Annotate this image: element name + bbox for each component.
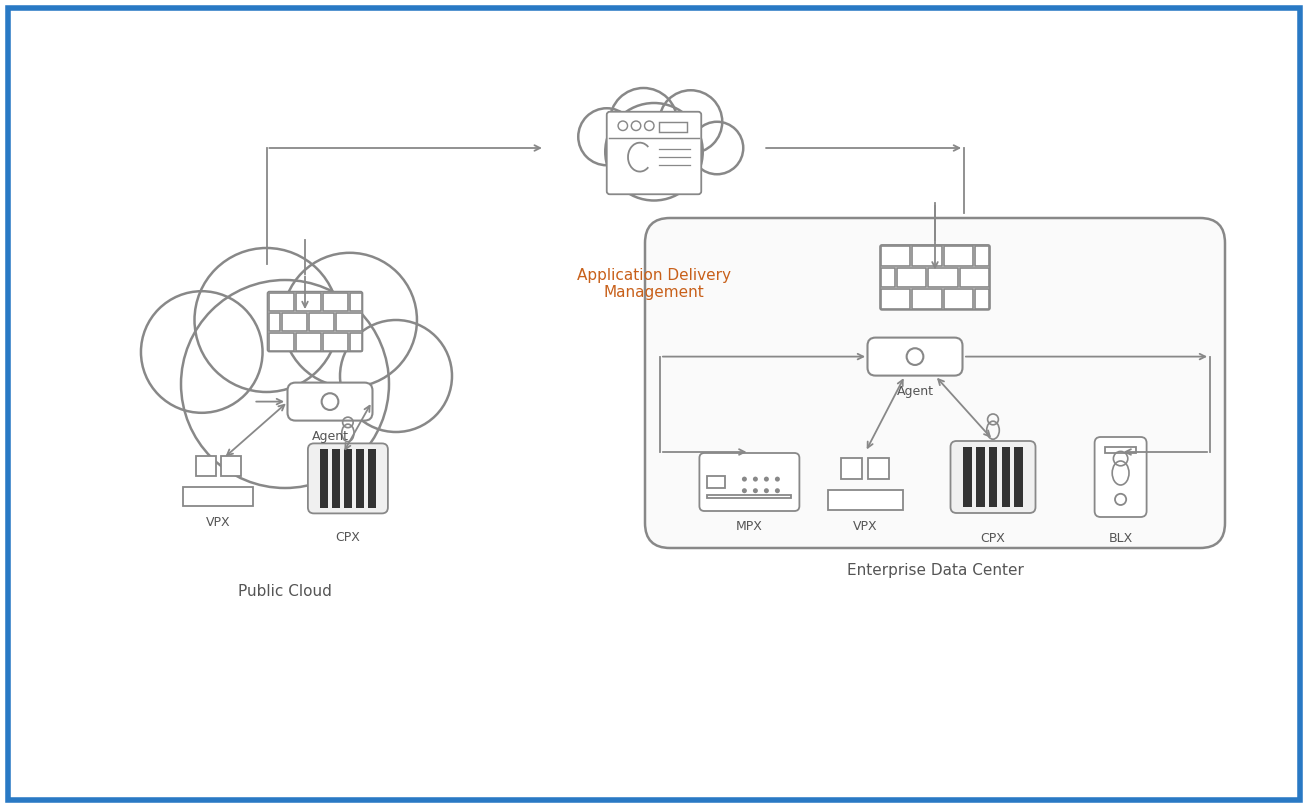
Text: MPX: MPX <box>736 520 763 533</box>
Bar <box>828 490 903 510</box>
FancyBboxPatch shape <box>268 292 362 351</box>
Text: Public Cloud: Public Cloud <box>238 584 332 599</box>
Bar <box>344 449 352 507</box>
FancyBboxPatch shape <box>880 245 990 310</box>
Bar <box>283 313 307 330</box>
Text: BLX: BLX <box>1108 532 1133 545</box>
Bar <box>323 333 348 351</box>
Bar <box>336 313 361 330</box>
Bar <box>368 449 375 507</box>
Circle shape <box>753 477 757 482</box>
Text: VPX: VPX <box>853 520 878 533</box>
Circle shape <box>764 477 769 482</box>
Bar <box>309 313 335 330</box>
Text: CPX: CPX <box>981 532 1006 545</box>
Circle shape <box>691 122 743 175</box>
Circle shape <box>578 108 636 166</box>
Text: Agent: Agent <box>896 385 934 398</box>
Bar <box>323 292 348 310</box>
Circle shape <box>742 488 747 493</box>
Bar <box>989 447 997 507</box>
Bar <box>296 292 320 310</box>
Circle shape <box>283 253 417 387</box>
Circle shape <box>340 320 453 432</box>
Bar <box>882 289 910 309</box>
Bar <box>196 456 216 476</box>
Bar <box>351 292 361 310</box>
Text: Application Delivery
Management: Application Delivery Management <box>577 268 731 301</box>
Circle shape <box>606 103 702 200</box>
FancyBboxPatch shape <box>951 441 1036 513</box>
Circle shape <box>774 477 780 482</box>
Bar <box>963 447 972 507</box>
Bar <box>320 449 328 507</box>
Bar <box>944 246 973 266</box>
Bar <box>183 486 254 506</box>
Bar <box>913 246 942 266</box>
Circle shape <box>659 90 722 154</box>
Bar <box>882 246 910 266</box>
Bar <box>897 267 926 287</box>
Circle shape <box>141 291 263 413</box>
Circle shape <box>742 477 747 482</box>
Bar <box>976 289 989 309</box>
FancyBboxPatch shape <box>645 218 1226 548</box>
Bar <box>929 267 957 287</box>
Circle shape <box>181 280 388 488</box>
Bar <box>708 476 726 488</box>
FancyBboxPatch shape <box>607 112 701 194</box>
Bar <box>221 456 241 476</box>
FancyBboxPatch shape <box>700 453 799 511</box>
Bar <box>1014 447 1023 507</box>
Bar <box>841 458 862 479</box>
Bar <box>296 333 320 351</box>
Text: Enterprise Data Center: Enterprise Data Center <box>846 563 1023 578</box>
Bar <box>356 449 364 507</box>
FancyBboxPatch shape <box>1095 437 1147 517</box>
Text: CPX: CPX <box>335 532 360 545</box>
Circle shape <box>753 488 757 493</box>
Circle shape <box>195 248 339 392</box>
Bar <box>869 458 889 479</box>
Circle shape <box>774 488 780 493</box>
FancyBboxPatch shape <box>867 338 963 376</box>
Bar <box>944 289 973 309</box>
Text: VPX: VPX <box>207 516 230 529</box>
Bar <box>332 449 340 507</box>
Bar <box>1002 447 1010 507</box>
Bar <box>659 123 687 133</box>
Bar <box>268 333 293 351</box>
Bar <box>1105 447 1137 453</box>
Circle shape <box>764 488 769 493</box>
Bar <box>960 267 989 287</box>
Bar <box>882 267 895 287</box>
FancyBboxPatch shape <box>307 444 388 513</box>
Bar <box>268 313 280 330</box>
Bar <box>708 494 791 499</box>
Text: Agent: Agent <box>311 430 348 443</box>
Bar <box>913 289 942 309</box>
Circle shape <box>610 88 678 155</box>
Bar <box>351 333 361 351</box>
Bar <box>976 246 989 266</box>
Bar <box>976 447 985 507</box>
Bar <box>268 292 293 310</box>
FancyBboxPatch shape <box>288 383 373 421</box>
